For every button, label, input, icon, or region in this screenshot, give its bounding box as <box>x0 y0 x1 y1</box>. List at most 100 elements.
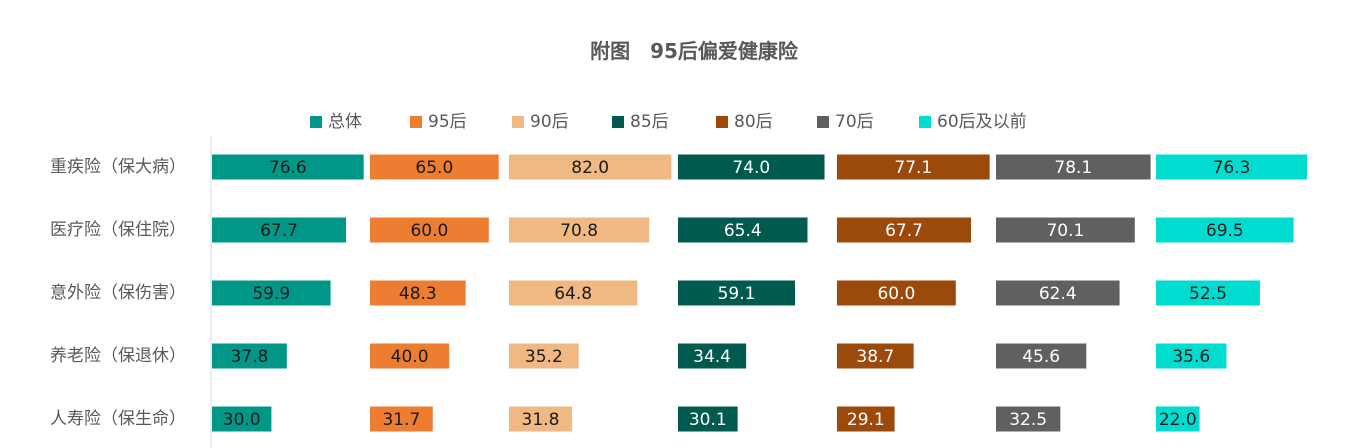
bar <box>837 154 990 180</box>
bar <box>678 154 825 180</box>
data-label: 22.0 <box>1159 410 1197 430</box>
data-label: 82.0 <box>571 158 609 178</box>
bar <box>1156 217 1294 243</box>
bar <box>509 280 638 306</box>
chart-title: 附图 95后偏爱健康险 <box>590 39 799 63</box>
legend-label: 70后 <box>835 112 874 132</box>
category-label: 养老险（保退休） <box>50 346 186 366</box>
data-label: 67.7 <box>885 221 923 241</box>
data-label: 65.4 <box>724 221 762 241</box>
data-label: 74.0 <box>732 158 770 178</box>
legend-swatch <box>512 116 524 128</box>
bar <box>370 154 499 180</box>
data-label: 70.8 <box>560 221 598 241</box>
data-label: 40.0 <box>391 347 429 367</box>
data-label: 64.8 <box>554 284 592 304</box>
bar <box>370 343 450 369</box>
bar <box>1156 343 1227 369</box>
legend-label: 总体 <box>328 112 362 132</box>
data-label: 77.1 <box>894 158 932 178</box>
bar <box>837 406 895 432</box>
bar <box>212 343 287 369</box>
bar <box>1156 154 1308 180</box>
bar <box>212 406 272 432</box>
bar <box>509 343 579 369</box>
data-label: 30.1 <box>689 410 727 430</box>
category-label: 人寿险（保生命） <box>50 409 186 429</box>
data-label: 65.0 <box>415 158 453 178</box>
legend-item: 90后 <box>512 112 569 132</box>
legend-item: 80后 <box>716 112 773 132</box>
data-label: 45.6 <box>1022 347 1060 367</box>
legend: 总体 95后 90后 85后 80后 70后 60后及以前 <box>310 112 1027 132</box>
bar <box>678 343 747 369</box>
legend-swatch <box>919 116 931 128</box>
legend-swatch <box>817 116 829 128</box>
legend-label: 60后及以前 <box>937 112 1027 132</box>
data-label: 60.0 <box>410 221 448 241</box>
data-label: 30.0 <box>223 410 261 430</box>
category-label: 意外险（保伤害） <box>50 283 186 303</box>
bar <box>996 154 1151 180</box>
data-label: 35.2 <box>525 347 563 367</box>
data-label: 29.1 <box>847 410 885 430</box>
bar <box>678 406 738 432</box>
legend-item: 总体 <box>310 112 362 132</box>
bar <box>509 154 672 180</box>
bar <box>996 217 1135 243</box>
category-label: 重疾险（保大病） <box>50 157 186 177</box>
legend-swatch <box>310 116 322 128</box>
data-label: 76.6 <box>269 158 307 178</box>
data-label: 59.1 <box>718 284 756 304</box>
legend-swatch <box>410 116 422 128</box>
bar <box>509 217 650 243</box>
data-label: 70.1 <box>1046 221 1084 241</box>
category-labels: 重疾险（保大病） 医疗险（保住院） 意外险（保伤害） 养老险（保退休） 人寿险（保生命） <box>50 157 186 429</box>
bar <box>212 217 347 243</box>
data-label: 35.6 <box>1172 347 1210 367</box>
data-label: 59.9 <box>252 284 290 304</box>
data-label: 60.0 <box>877 284 915 304</box>
bar <box>837 343 914 369</box>
legend-label: 90后 <box>530 112 569 132</box>
legend-label: 80后 <box>734 112 773 132</box>
legend-item: 85后 <box>612 112 669 132</box>
bar <box>996 343 1087 369</box>
data-label: 31.7 <box>382 410 420 430</box>
bar <box>678 280 796 306</box>
legend-swatch <box>612 116 624 128</box>
data-label: 37.8 <box>230 347 268 367</box>
bar <box>212 154 364 180</box>
bar <box>837 280 956 306</box>
bar <box>370 217 489 243</box>
bar <box>370 280 466 306</box>
legend-item: 70后 <box>817 112 874 132</box>
data-label: 38.7 <box>856 347 894 367</box>
bar <box>837 217 972 243</box>
bar <box>996 280 1120 306</box>
data-label: 67.7 <box>260 221 298 241</box>
data-label: 32.5 <box>1009 410 1047 430</box>
bars: 76.6 67.7 59.9 37.8 30.0 65.0 60.0 48.3 40.0 31.7… <box>212 154 1308 432</box>
legend-label: 85后 <box>630 112 669 132</box>
bar <box>1156 406 1200 432</box>
data-label: 62.4 <box>1039 284 1077 304</box>
legend-item: 60后及以前 <box>919 112 1027 132</box>
data-label: 78.1 <box>1054 158 1092 178</box>
bar <box>212 280 331 306</box>
bar <box>1156 280 1260 306</box>
bar <box>370 406 433 432</box>
data-label: 31.8 <box>522 410 560 430</box>
category-label: 医疗险（保住院） <box>50 220 186 240</box>
bar <box>678 217 808 243</box>
legend-swatch <box>716 116 728 128</box>
data-label: 76.3 <box>1213 158 1251 178</box>
legend-label: 95后 <box>428 112 467 132</box>
data-label: 69.5 <box>1206 221 1244 241</box>
data-label: 34.4 <box>693 347 731 367</box>
data-label: 48.3 <box>399 284 437 304</box>
bar <box>996 406 1061 432</box>
legend-item: 95后 <box>410 112 467 132</box>
bar <box>509 406 572 432</box>
